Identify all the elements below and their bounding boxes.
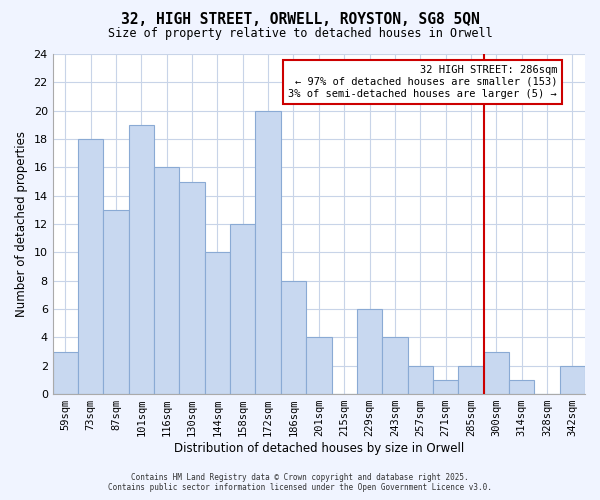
Bar bbox=[179, 182, 205, 394]
Bar bbox=[484, 352, 509, 394]
Bar bbox=[306, 338, 332, 394]
Bar bbox=[129, 125, 154, 394]
Text: 32, HIGH STREET, ORWELL, ROYSTON, SG8 5QN: 32, HIGH STREET, ORWELL, ROYSTON, SG8 5Q… bbox=[121, 12, 479, 28]
X-axis label: Distribution of detached houses by size in Orwell: Distribution of detached houses by size … bbox=[174, 442, 464, 455]
Bar bbox=[256, 110, 281, 394]
Bar bbox=[53, 352, 78, 394]
Text: Size of property relative to detached houses in Orwell: Size of property relative to detached ho… bbox=[107, 28, 493, 40]
Bar bbox=[357, 309, 382, 394]
Bar bbox=[230, 224, 256, 394]
Bar bbox=[433, 380, 458, 394]
Bar bbox=[205, 252, 230, 394]
Bar bbox=[560, 366, 585, 394]
Bar bbox=[154, 168, 179, 394]
Text: 32 HIGH STREET: 286sqm
← 97% of detached houses are smaller (153)
3% of semi-det: 32 HIGH STREET: 286sqm ← 97% of detached… bbox=[289, 66, 557, 98]
Y-axis label: Number of detached properties: Number of detached properties bbox=[15, 131, 28, 317]
Bar bbox=[382, 338, 407, 394]
Bar bbox=[103, 210, 129, 394]
Bar bbox=[407, 366, 433, 394]
Bar bbox=[78, 139, 103, 394]
Bar bbox=[509, 380, 535, 394]
Bar bbox=[458, 366, 484, 394]
Bar bbox=[281, 280, 306, 394]
Text: Contains HM Land Registry data © Crown copyright and database right 2025.
Contai: Contains HM Land Registry data © Crown c… bbox=[108, 473, 492, 492]
